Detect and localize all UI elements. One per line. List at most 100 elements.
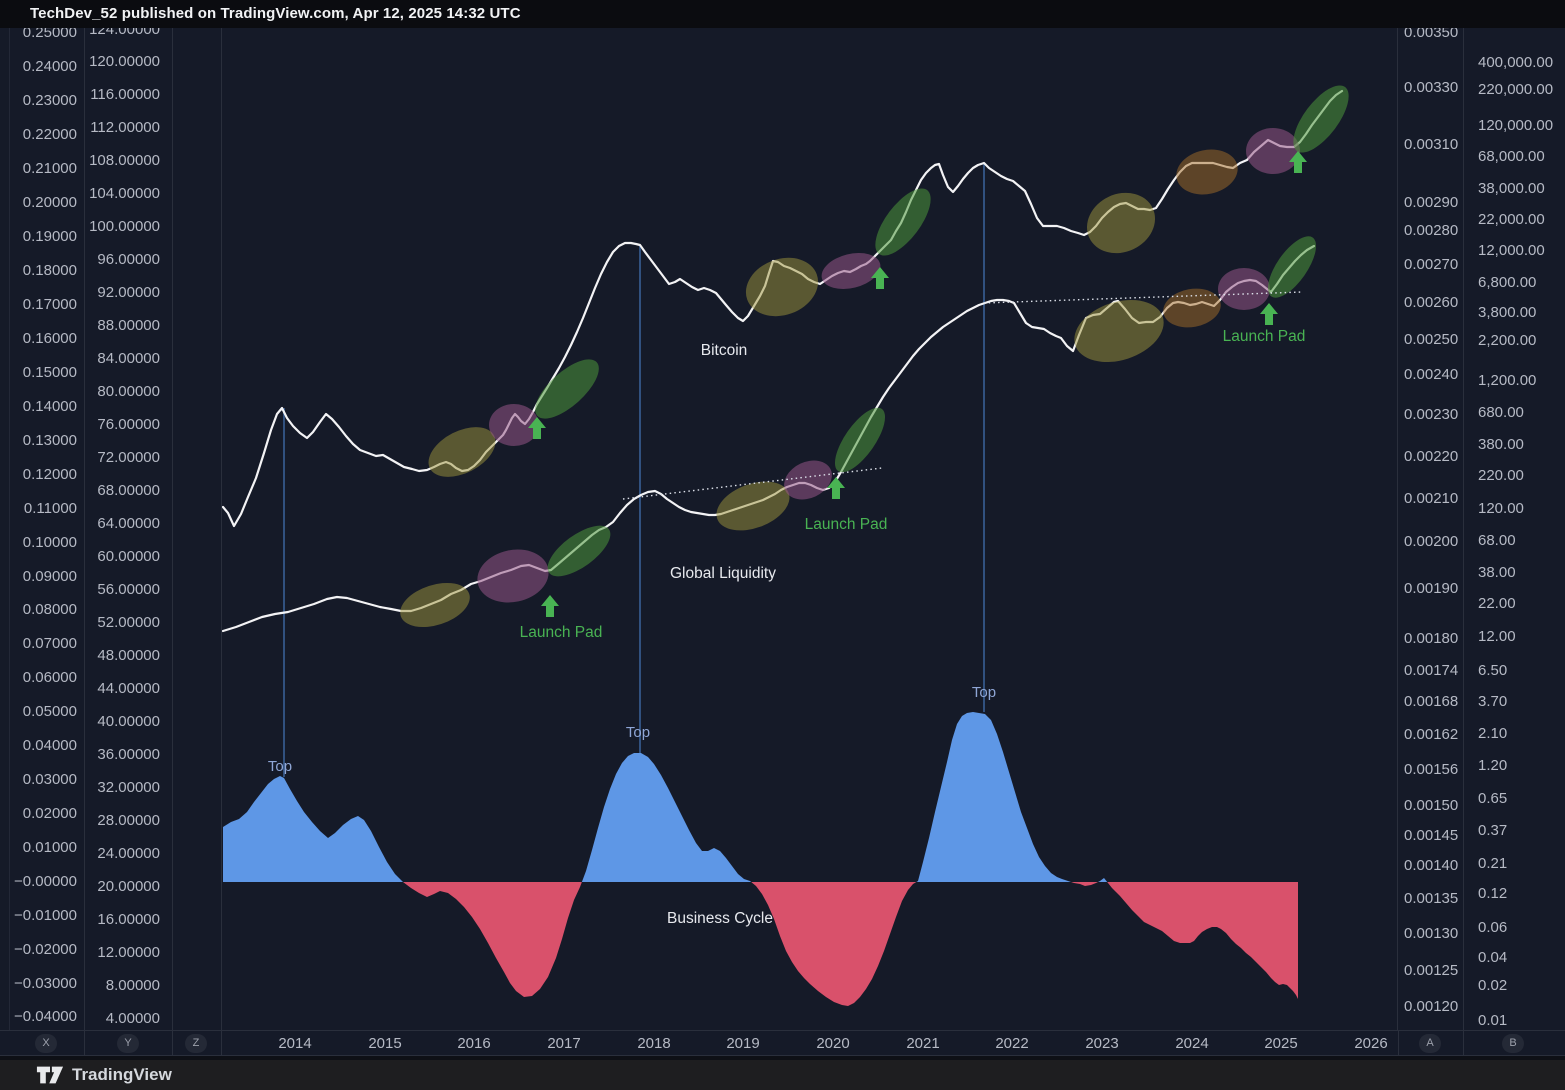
axis-tick-label: 0.22000 — [22, 126, 77, 143]
phase-ellipse-green — [875, 188, 931, 256]
tradingview-logo-icon[interactable] — [36, 1065, 64, 1085]
axis-tick-label: 0.12 — [1478, 885, 1508, 902]
business-cycle-area — [751, 882, 917, 1006]
axis-tick-label: 0.10000 — [22, 534, 77, 551]
launch-pad-label: Launch Pad — [520, 624, 603, 641]
plot-area[interactable]: Top Top Top Launch Pad Launch Pad Launch Pad B… — [221, 28, 1398, 1030]
axis-tick-label: 44.00000 — [97, 680, 160, 697]
axis-tick-label: 0.03000 — [22, 771, 77, 788]
phase-ellipse-green — [1293, 85, 1349, 153]
axis-tick-label: 0.00290 — [1404, 194, 1459, 211]
axis-tick-label: 56.00000 — [97, 581, 160, 598]
time-axis-separator — [84, 1031, 85, 1057]
launch-pad-arrow-icon — [1260, 303, 1278, 325]
axis-tick-label: 680.00 — [1478, 404, 1524, 421]
time-axis-separator — [172, 1031, 173, 1057]
price-scale-y[interactable]: 124.00000 120.00000 116.00000 112.00000 108.… — [84, 21, 172, 1030]
axis-tick-label: 6.50 — [1478, 662, 1508, 679]
phase-ellipse-brown — [1163, 288, 1221, 328]
axis-tick-label: 88.00000 — [97, 317, 160, 334]
axis-tick-label: 0.00220 — [1404, 448, 1459, 465]
time-axis-separator — [221, 1031, 222, 1057]
phase-ellipse-purple — [1246, 128, 1300, 174]
price-scale-z[interactable] — [172, 28, 221, 1030]
phase-ellipse-green — [834, 407, 886, 473]
phase-ellipse-purple — [784, 460, 832, 500]
price-scale-x[interactable]: 0.25000 0.24000 0.23000 0.22000 0.21000 0.200… — [0, 24, 84, 1030]
launch-pad-arrow-icon — [528, 417, 546, 439]
series-label: Bitcoin — [701, 342, 748, 359]
axis-tick-label: 120,000.00 — [1478, 117, 1554, 134]
axis-tick-label: 12,000.00 — [1478, 242, 1545, 259]
axis-tick-label: 0.00125 — [1404, 962, 1459, 979]
phase-ellipse-olive — [1086, 192, 1156, 254]
axis-tick-label: 0.00150 — [1404, 797, 1459, 814]
axis-tick-label: 22,000.00 — [1478, 211, 1545, 228]
axis-button-a[interactable]: A — [1419, 1034, 1441, 1053]
axis-button-x[interactable]: X — [35, 1034, 57, 1053]
business-cycle-area — [916, 712, 1071, 882]
chart-canvas[interactable]: Top Top Top Launch Pad Launch Pad Launch Pad B… — [222, 28, 1399, 1030]
left-edge-separator — [9, 28, 10, 1030]
axis-tick-label: 0.24000 — [22, 58, 77, 75]
axis-tick-label: 0.01 — [1478, 1012, 1508, 1029]
axis-tick-label: 0.19000 — [22, 228, 77, 245]
axis-tick-label: 0.00250 — [1404, 331, 1459, 348]
year-tick-label: 2025 — [1264, 1035, 1298, 1052]
axis-tick-label: 220.00 — [1478, 467, 1524, 484]
top-label: Top — [268, 758, 292, 775]
axis-tick-label: 2,200.00 — [1478, 332, 1537, 349]
launch-pad-arrow-icon — [541, 595, 559, 617]
axis-tick-label: 68,000.00 — [1478, 148, 1545, 165]
axis-tick-label: 12.00000 — [97, 944, 160, 961]
phase-ellipse-purple — [821, 252, 881, 290]
axis-tick-label: 3,800.00 — [1478, 304, 1537, 321]
axis-tick-label: 0.23000 — [22, 92, 77, 109]
price-scale-a[interactable]: 0.00350 0.00330 0.00310 0.00290 0.00280 0.002… — [1398, 24, 1463, 1030]
tradingview-brand[interactable]: TradingView — [72, 1065, 172, 1084]
business-cycle-area — [1098, 878, 1108, 882]
axis-tick-label: 0.00156 — [1404, 761, 1459, 778]
phase-ellipse-olive — [716, 481, 790, 531]
time-axis[interactable]: 2014 2015 2016 2017 2018 2019 2020 2021 2022 2023… — [0, 1030, 1565, 1057]
axis-tick-label: 220,000.00 — [1478, 81, 1554, 98]
header-bar: TechDev_52 published on TradingView.com,… — [0, 0, 1565, 28]
axis-button-z[interactable]: Z — [185, 1034, 207, 1053]
launch-pad-label: Launch Pad — [805, 516, 888, 533]
axis-tick-label: 0.09000 — [22, 568, 77, 585]
axis-tick-label: 0.15000 — [22, 364, 77, 381]
axis-tick-label: 0.00350 — [1404, 24, 1459, 41]
axis-tick-label: 3.70 — [1478, 693, 1508, 710]
phase-ellipse-purple — [489, 404, 539, 446]
axis-tick-label: 0.00240 — [1404, 366, 1459, 383]
axis-tick-label: 4.00000 — [105, 1010, 160, 1027]
axis-tick-label: 32.00000 — [97, 779, 160, 796]
axis-button-b[interactable]: B — [1502, 1034, 1524, 1053]
time-axis-separator — [1398, 1031, 1399, 1057]
chart-region: 0.25000 0.24000 0.23000 0.22000 0.21000 0.200… — [0, 21, 1565, 1030]
axis-tick-label: 0.14000 — [22, 398, 77, 415]
series-label: Global Liquidity — [670, 565, 776, 582]
axis-tick-label: 0.25000 — [22, 24, 77, 41]
axis-tick-label: 24.00000 — [97, 845, 160, 862]
year-tick-label: 2017 — [547, 1035, 581, 1052]
axis-tick-label: 68.00 — [1478, 532, 1516, 549]
axis-tick-label: 0.00180 — [1404, 630, 1459, 647]
axis-tick-label: 0.00310 — [1404, 136, 1459, 153]
axis-tick-label: 0.00135 — [1404, 890, 1459, 907]
business-cycle-area — [581, 753, 752, 882]
price-scale-b[interactable]: 400,000.00 220,000.00 120,000.00 68,000.00 3… — [1463, 28, 1565, 1030]
axis-button-y[interactable]: Y — [117, 1034, 139, 1053]
year-tick-label: 2016 — [457, 1035, 491, 1052]
axis-tick-label: 38,000.00 — [1478, 180, 1545, 197]
axis-tick-label: 0.00162 — [1404, 726, 1459, 743]
axis-tick-label: 380.00 — [1478, 436, 1524, 453]
axis-tick-label: 76.00000 — [97, 416, 160, 433]
axis-tick-label: 1,200.00 — [1478, 372, 1537, 389]
business-cycle-area — [223, 776, 403, 882]
axis-tick-label: 52.00000 — [97, 614, 160, 631]
business-cycle-area — [403, 882, 582, 997]
axis-tick-label: 96.00000 — [97, 251, 160, 268]
launch-pad-label: Launch Pad — [1223, 328, 1306, 345]
